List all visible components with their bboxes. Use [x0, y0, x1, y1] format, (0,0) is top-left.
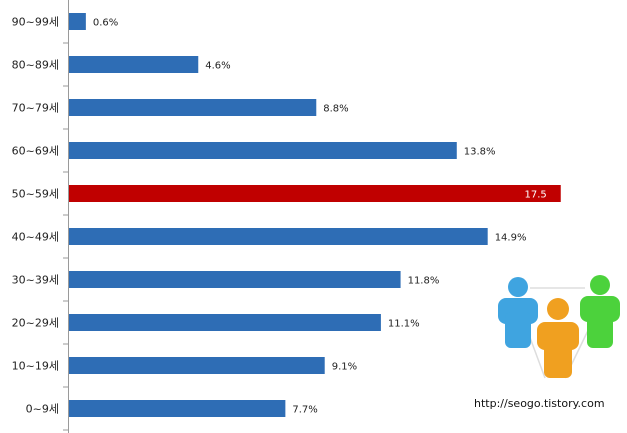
category-label: 90~99세 — [12, 16, 59, 29]
category-label: 50~59세 — [12, 188, 59, 201]
category-label: 80~89세 — [12, 59, 59, 72]
bar — [69, 56, 199, 73]
value-label: 0.6% — [93, 18, 118, 29]
value-label: 11.8% — [408, 276, 440, 287]
category-label: 40~49세 — [12, 231, 59, 244]
category-label: 0~9세 — [26, 403, 59, 416]
category-label: 10~19세 — [12, 360, 59, 373]
category-label: 60~69세 — [12, 145, 59, 158]
watermark: http://seogo.tistory.com — [474, 397, 605, 410]
category-label: 30~39세 — [12, 274, 59, 287]
category-label: 20~29세 — [12, 317, 59, 330]
people-icon — [498, 275, 620, 379]
value-label: 17.5 — [524, 190, 546, 201]
value-label: 14.9% — [495, 233, 527, 244]
bar — [69, 271, 401, 288]
value-label: 13.8% — [464, 147, 496, 158]
bar — [69, 314, 381, 331]
value-label: 7.7% — [292, 405, 317, 416]
value-label: 11.1% — [388, 319, 420, 330]
value-label: 4.6% — [205, 61, 230, 72]
value-label: 9.1% — [332, 362, 357, 373]
bar — [69, 400, 286, 417]
category-label: 70~79세 — [12, 102, 59, 115]
bar — [69, 13, 86, 30]
bar — [69, 142, 457, 159]
bar — [69, 357, 325, 374]
bar — [69, 228, 488, 245]
highlight-bar — [69, 185, 561, 202]
bar — [69, 99, 317, 116]
value-label: 8.8% — [323, 104, 348, 115]
